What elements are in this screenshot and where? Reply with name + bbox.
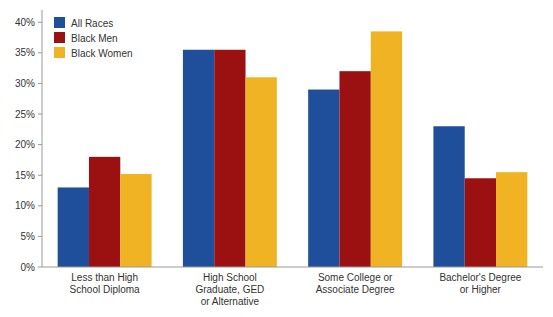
y-tick-label: 20% <box>15 139 35 150</box>
legend-label: Black Men <box>71 33 118 44</box>
legend-label: All Races <box>71 18 113 29</box>
legend-swatch <box>54 17 65 28</box>
legend-swatch <box>54 32 65 43</box>
bars <box>58 31 528 267</box>
y-tick <box>38 175 42 176</box>
x-axis-line <box>42 267 543 268</box>
y-tick <box>38 114 42 115</box>
x-tick-label: Less than HighSchool Diploma <box>70 272 140 295</box>
bar <box>58 187 89 267</box>
y-tick <box>38 267 42 268</box>
legend-label: Black Women <box>71 48 133 59</box>
y-tick <box>38 236 42 237</box>
y-tick <box>38 22 42 23</box>
y-tick-label: 30% <box>15 78 35 89</box>
bar <box>214 50 245 267</box>
y-tick-label: 0% <box>21 262 36 273</box>
x-tick-label: High SchoolGraduate, GEDor Alternative <box>195 272 264 307</box>
y-tick-label: 40% <box>15 17 35 28</box>
y-tick <box>38 52 42 53</box>
x-axis: Less than HighSchool Diploma High SchoolG… <box>42 267 543 307</box>
bar <box>246 77 277 267</box>
bar <box>120 174 151 267</box>
y-tick <box>38 83 42 84</box>
chart: 0% 5% 10% 15% 20% 25% 30% 35% 40% Less than HighS… <box>0 0 553 317</box>
y-tick-label: 35% <box>15 47 35 58</box>
x-tick-label: Some College orAssociate Degree <box>316 272 395 295</box>
y-axis: 0% 5% 10% 15% 20% 25% 30% 35% 40% <box>15 10 42 273</box>
legend-background <box>50 12 145 63</box>
y-tick-label: 5% <box>21 231 36 242</box>
bar <box>183 50 214 267</box>
x-tick-label: Bachelor's Degreeor Higher <box>439 272 521 295</box>
y-tick <box>38 205 42 206</box>
bar <box>433 126 464 267</box>
y-tick-label: 25% <box>15 109 35 120</box>
bar <box>465 178 496 267</box>
bar <box>371 31 402 267</box>
y-axis-line <box>42 10 43 267</box>
chart-container: 0% 5% 10% 15% 20% 25% 30% 35% 40% Less than HighS… <box>0 0 553 317</box>
legend-swatch <box>54 47 65 58</box>
bar <box>496 172 527 267</box>
y-tick <box>38 144 42 145</box>
bar <box>308 90 339 267</box>
y-tick-label: 15% <box>15 170 35 181</box>
y-tick-label: 10% <box>15 200 35 211</box>
bar <box>89 157 120 267</box>
legend: All Races Black Men Black Women <box>50 12 145 63</box>
bar <box>339 71 370 267</box>
